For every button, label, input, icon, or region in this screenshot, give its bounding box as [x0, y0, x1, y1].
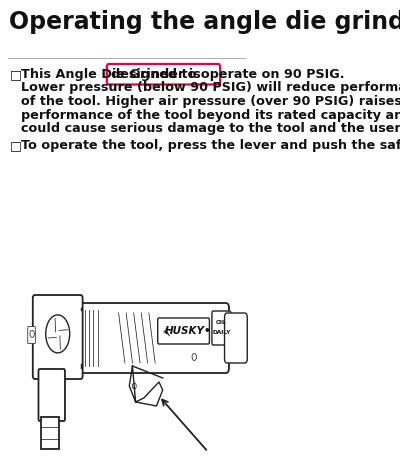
FancyBboxPatch shape — [38, 369, 65, 421]
Text: To operate the tool, press the lever and push the safety bar: To operate the tool, press the lever and… — [21, 139, 400, 152]
Text: performance of the tool beyond its rated capacity and: performance of the tool beyond its rated… — [21, 109, 400, 121]
Text: OIL: OIL — [216, 320, 227, 326]
Text: This Angle Die Grinder is: This Angle Die Grinder is — [21, 68, 205, 81]
FancyBboxPatch shape — [224, 313, 247, 363]
Text: □: □ — [10, 139, 22, 152]
Circle shape — [46, 315, 70, 353]
Text: designed to operate on 90 PSIG.: designed to operate on 90 PSIG. — [110, 68, 344, 81]
Text: Lower pressure (below 90 PSIG) will reduce performance: Lower pressure (below 90 PSIG) will redu… — [21, 81, 400, 95]
Text: could cause serious damage to the tool and the user.: could cause serious damage to the tool a… — [21, 122, 400, 135]
FancyBboxPatch shape — [158, 318, 210, 344]
Text: DAILY: DAILY — [212, 330, 230, 335]
Circle shape — [132, 383, 136, 389]
FancyBboxPatch shape — [28, 327, 35, 344]
Text: of the tool. Higher air pressure (over 90 PSIG) raises the: of the tool. Higher air pressure (over 9… — [21, 95, 400, 108]
Circle shape — [30, 330, 34, 337]
Text: HUSKY•: HUSKY• — [165, 327, 212, 337]
Text: □: □ — [10, 68, 22, 81]
Bar — [41, 417, 59, 449]
FancyBboxPatch shape — [212, 311, 231, 345]
FancyBboxPatch shape — [78, 303, 229, 373]
Circle shape — [192, 354, 196, 360]
Text: Operating the angle die grinder: Operating the angle die grinder — [10, 10, 400, 34]
FancyBboxPatch shape — [33, 295, 83, 379]
